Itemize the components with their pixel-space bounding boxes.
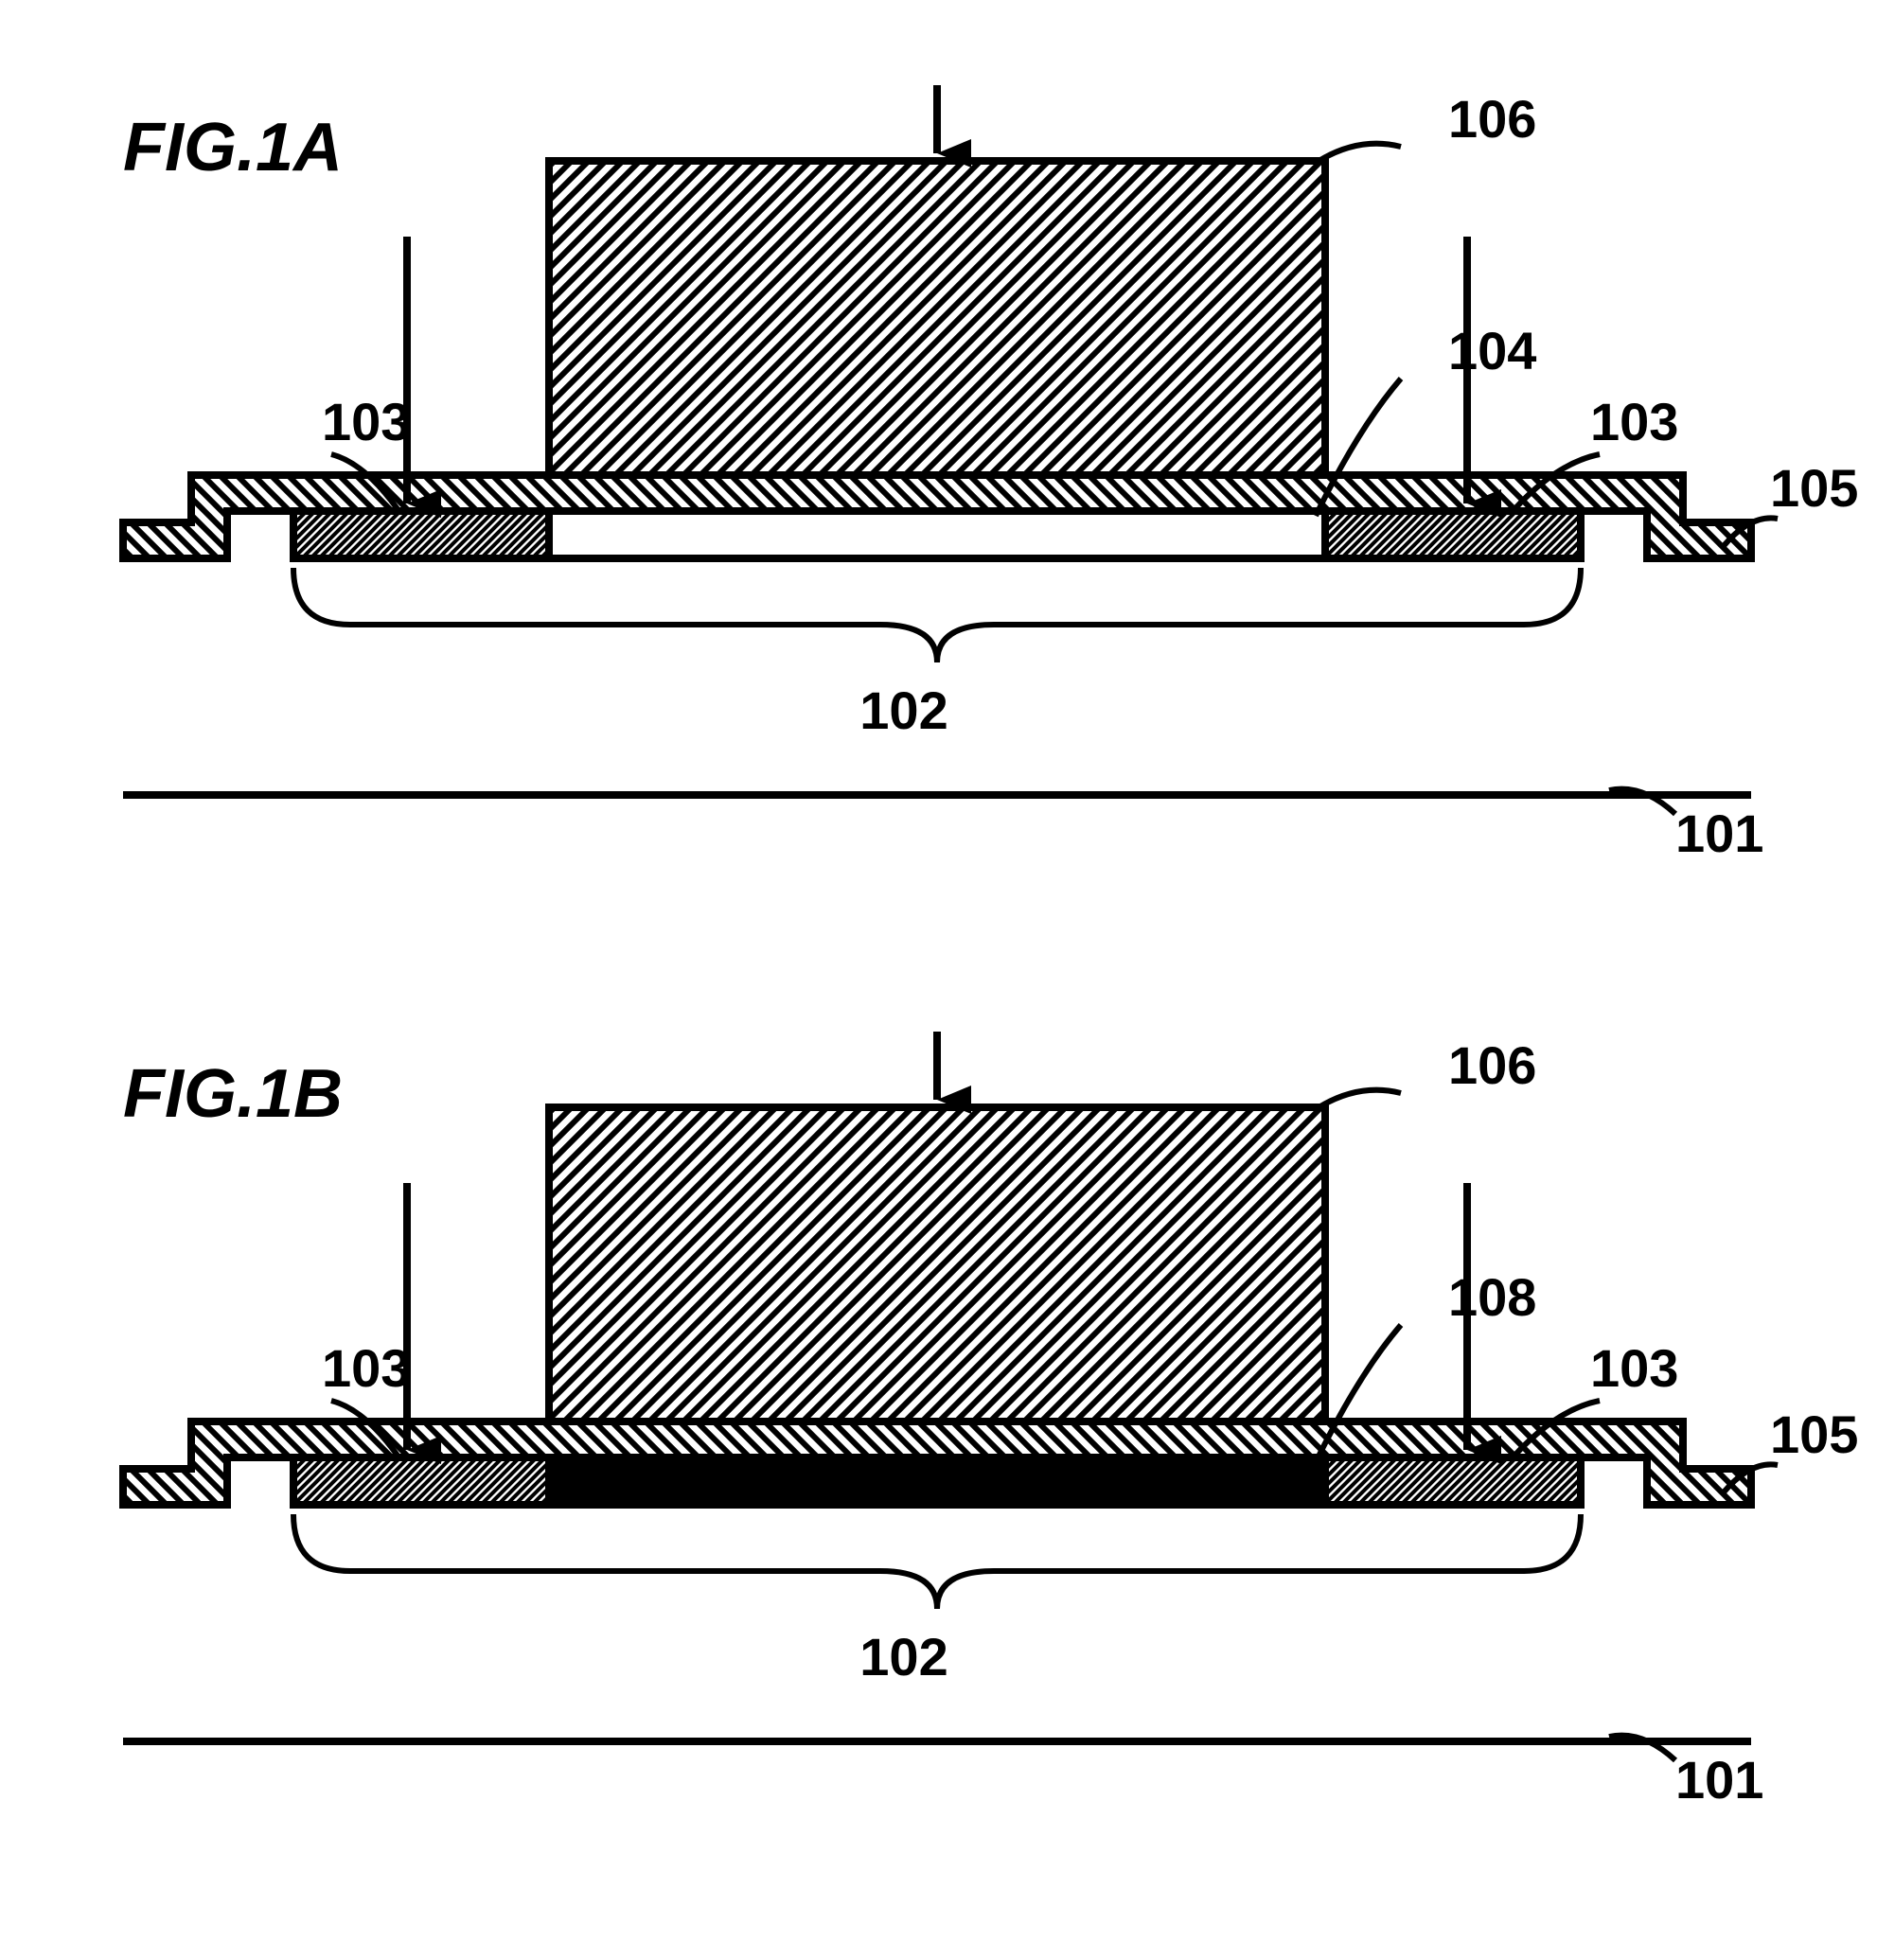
source-drain-103-left (293, 511, 549, 558)
figure-label: FIG.1A (123, 110, 343, 185)
callout-101: 101 (1675, 1750, 1763, 1810)
source-drain-103-left (293, 1457, 549, 1505)
source-drain-103-right (1325, 511, 1581, 558)
callout-103-left: 103 (322, 392, 410, 451)
callout-103-right: 103 (1590, 1338, 1678, 1398)
callout-102: 102 (859, 1627, 947, 1686)
callout-103-right: 103 (1590, 392, 1678, 451)
callout-108: 108 (1448, 1267, 1536, 1327)
channel-108 (549, 1457, 1325, 1505)
figure-label: FIG.1B (123, 1056, 343, 1132)
figure-A: FIG.1A 106 104 103 103 105 101 102 (123, 85, 1858, 863)
gate-electrode-106 (549, 161, 1325, 475)
callout-106: 106 (1448, 1035, 1536, 1095)
callout-101: 101 (1675, 803, 1763, 863)
channel-104 (549, 511, 1325, 558)
callout-102: 102 (859, 680, 947, 740)
callout-106: 106 (1448, 89, 1536, 149)
figure-B: FIG.1B 106 108 103 103 105 101 102 (123, 1032, 1858, 1810)
callout-103-left: 103 (322, 1338, 410, 1398)
callout-104: 104 (1448, 321, 1536, 380)
gate-electrode-106 (549, 1107, 1325, 1421)
callout-105: 105 (1770, 458, 1858, 518)
callout-105: 105 (1770, 1404, 1858, 1464)
source-drain-103-right (1325, 1457, 1581, 1505)
